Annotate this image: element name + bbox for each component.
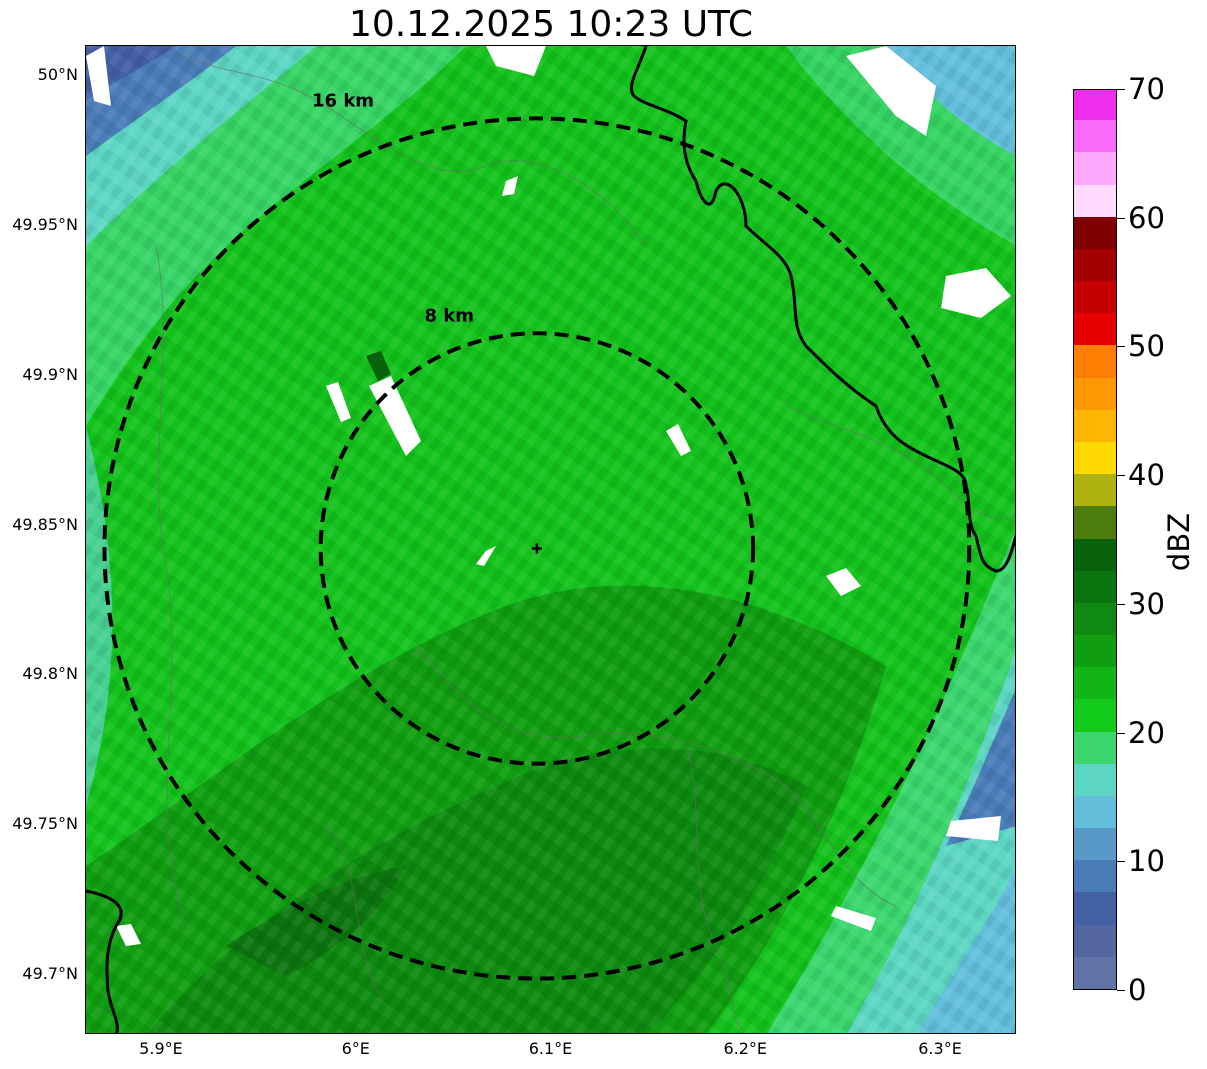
- range-ring-label-1: 16 km: [312, 90, 374, 111]
- colorbar-tick: [1117, 732, 1125, 734]
- colorbar-segment: [1074, 827, 1116, 861]
- colorbar-segment: [1074, 505, 1116, 539]
- range-ring-0: [318, 331, 756, 766]
- lon-tick-label: 6.2°E: [723, 1039, 768, 1058]
- colorbar-tick: [1117, 990, 1125, 991]
- colorbar-tick: [1117, 217, 1125, 219]
- colorbar-segment: [1074, 730, 1116, 764]
- lat-tick-label: 49.7°N: [22, 964, 78, 984]
- admin-boundaries: [155, 46, 1015, 1033]
- colorbar-segment: [1074, 570, 1116, 603]
- lon-tick-label: 5.9°E: [139, 1039, 183, 1058]
- colorbar-segment: [1074, 795, 1116, 829]
- lat-tick-label: 49.9°N: [22, 364, 78, 384]
- map-title: 10.12.2025 10:23 UTC: [348, 4, 754, 45]
- colorbar-tick-label: 10: [1128, 844, 1165, 879]
- lat-tick-label: 49.75°N: [12, 814, 78, 834]
- colorbar-segment: [1074, 441, 1116, 475]
- colorbar-tick-label: 50: [1128, 329, 1165, 364]
- colorbar-segment: [1074, 666, 1116, 700]
- lat-tick-label: 49.85°N: [12, 514, 78, 534]
- colorbar-segment: [1074, 473, 1116, 507]
- colorbar-tick: [1117, 475, 1125, 477]
- colorbar-segment: [1074, 763, 1116, 796]
- lat-tick-label: 49.95°N: [12, 214, 78, 234]
- colorbar-segment: [1074, 602, 1116, 636]
- radar-map[interactable]: [85, 45, 1016, 1034]
- colorbar-segment: [1074, 409, 1116, 442]
- colorbar-segment: [1074, 280, 1116, 314]
- range-ring-1: [102, 116, 972, 981]
- radar-center-marker: [531, 543, 542, 554]
- colorbar-tick-label: 30: [1128, 586, 1165, 621]
- colorbar-segment: [1074, 151, 1116, 185]
- colorbar-tick: [1117, 603, 1125, 605]
- colorbar-segment: [1074, 956, 1116, 989]
- colorbar-tick-label: 0: [1128, 973, 1147, 1007]
- lon-tick-label: 6.1°E: [528, 1039, 573, 1058]
- colorbar-segment: [1074, 248, 1116, 282]
- colorbar-segment: [1074, 537, 1116, 571]
- colorbar-segment: [1074, 924, 1116, 957]
- radar-map-canvas: [86, 46, 1015, 1033]
- range-ring-label-0: 8 km: [424, 305, 474, 326]
- colorbar-tick-label: 60: [1128, 200, 1165, 235]
- colorbar-segment: [1074, 891, 1116, 925]
- colorbar-tick: [1117, 346, 1125, 348]
- colorbar: [1073, 89, 1117, 990]
- lat-tick-label: 49.8°N: [22, 664, 78, 684]
- colorbar-segment: [1074, 698, 1116, 732]
- colorbar-segment: [1074, 344, 1116, 378]
- colorbar-segment: [1074, 859, 1116, 893]
- colorbar-tick-label: 70: [1128, 72, 1165, 106]
- country-borders: [86, 46, 1015, 1033]
- colorbar-tick: [1117, 861, 1125, 863]
- colorbar-tick-label: 20: [1128, 715, 1165, 750]
- lon-tick-label: 6°E: [341, 1039, 370, 1058]
- colorbar-label: dBZ: [1162, 512, 1197, 572]
- colorbar-tick-label: 40: [1128, 458, 1165, 493]
- colorbar-segment: [1074, 119, 1116, 153]
- colorbar-segment: [1074, 312, 1116, 346]
- lat-tick-label: 50°N: [37, 64, 78, 84]
- colorbar-segment: [1074, 90, 1116, 121]
- lon-tick-label: 6.3°E: [918, 1039, 962, 1058]
- colorbar-segment: [1074, 216, 1116, 249]
- reflectivity-field: [86, 46, 1015, 1033]
- colorbar-segment: [1074, 377, 1116, 410]
- colorbar-segment: [1074, 183, 1116, 217]
- overlay: 8 km 16 km: [102, 90, 972, 981]
- colorbar-segment: [1074, 634, 1116, 668]
- colorbar-tick: [1117, 89, 1125, 90]
